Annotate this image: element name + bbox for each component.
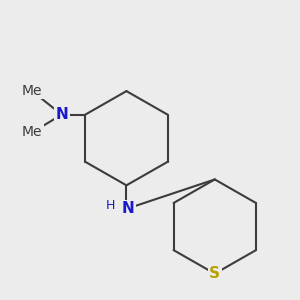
Text: Me: Me: [22, 84, 43, 98]
Text: N: N: [55, 107, 68, 122]
Text: H: H: [106, 200, 115, 212]
Text: Me: Me: [22, 125, 43, 139]
Text: S: S: [209, 266, 220, 281]
Text: N: N: [122, 201, 134, 216]
